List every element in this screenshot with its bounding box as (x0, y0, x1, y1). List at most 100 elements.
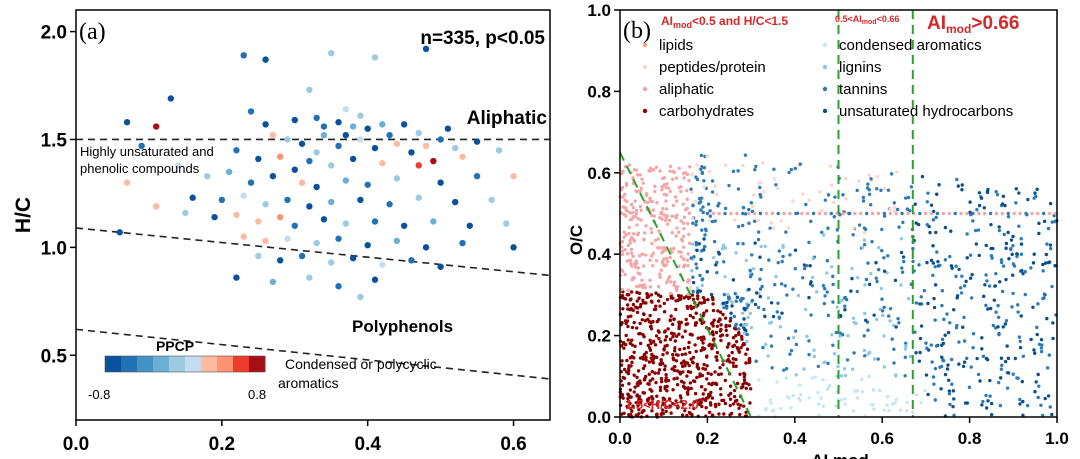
data-point (982, 211, 987, 216)
data-point (882, 269, 887, 273)
data-point (687, 241, 692, 245)
data-point (364, 125, 371, 132)
data-point (643, 364, 647, 368)
data-point (715, 260, 719, 265)
data-point (631, 176, 635, 180)
data-point (685, 361, 690, 365)
data-point (967, 385, 972, 390)
data-point (788, 211, 792, 216)
data-point (631, 254, 635, 259)
panel-b-y-axis-label: O/C (567, 225, 586, 255)
data-point (636, 383, 640, 388)
data-point (863, 227, 868, 232)
data-point (678, 372, 683, 376)
data-point (182, 209, 189, 217)
data-point (665, 260, 670, 264)
data-point (835, 305, 839, 309)
data-point (723, 401, 728, 406)
data-point (624, 208, 628, 212)
x-tick-label: 0.4 (783, 429, 807, 448)
data-point (276, 257, 284, 264)
data-point (784, 230, 788, 234)
data-point (872, 407, 876, 411)
data-point (690, 217, 695, 221)
data-point (713, 381, 717, 386)
data-point (708, 169, 712, 174)
data-point (831, 282, 835, 287)
data-point (677, 186, 682, 190)
data-point (723, 163, 728, 167)
data-point (645, 200, 650, 205)
data-point (335, 119, 342, 126)
data-point (823, 198, 828, 202)
data-point (969, 296, 974, 300)
data-point (639, 400, 643, 405)
data-point (630, 217, 634, 221)
data-point (320, 216, 328, 223)
data-point (666, 186, 671, 190)
data-point (801, 276, 805, 280)
y-tick-label: 0.8 (587, 82, 611, 101)
data-point (925, 260, 929, 265)
data-point (882, 211, 887, 216)
data-point (674, 299, 678, 303)
data-point (628, 388, 633, 392)
data-point (688, 295, 692, 300)
data-point (949, 229, 953, 233)
data-point (138, 142, 145, 150)
legend-marker (822, 86, 828, 92)
data-point (970, 272, 974, 277)
data-point (726, 342, 731, 346)
data-point (415, 129, 422, 137)
data-point (771, 226, 776, 230)
data-point (306, 203, 313, 210)
data-point (675, 376, 679, 380)
data-point (1019, 314, 1023, 318)
data-point (914, 301, 919, 305)
data-point (123, 119, 131, 126)
data-point (1009, 247, 1013, 252)
data-point (669, 247, 673, 251)
data-point (731, 169, 736, 174)
data-point (985, 357, 990, 362)
data-point (721, 243, 726, 248)
data-point (690, 293, 695, 297)
data-point (662, 397, 667, 402)
boundary-line (75, 227, 551, 277)
data-point (849, 289, 853, 293)
data-point (867, 192, 872, 196)
data-point (625, 259, 629, 263)
data-point (756, 237, 761, 242)
data-point (679, 250, 683, 254)
data-point (1050, 220, 1054, 224)
data-point (704, 355, 709, 359)
data-point (962, 360, 967, 364)
data-point (841, 333, 845, 337)
data-point (899, 283, 903, 287)
data-point (233, 211, 240, 219)
data-point (650, 352, 654, 357)
data-point (892, 361, 896, 365)
data-point (870, 240, 874, 244)
data-point (1041, 296, 1045, 301)
data-point (510, 244, 517, 251)
data-point (882, 365, 887, 369)
data-point (918, 350, 922, 355)
data-point (1048, 246, 1053, 251)
data-point (690, 190, 694, 194)
data-point (342, 106, 350, 113)
data-point (680, 335, 685, 339)
data-point (240, 52, 247, 59)
data-point (689, 187, 693, 191)
data-point (917, 359, 922, 363)
data-point (875, 279, 879, 284)
data-point (695, 248, 699, 253)
data-point (950, 382, 954, 386)
data-point (153, 203, 160, 210)
data-point (738, 403, 743, 407)
data-point (831, 343, 835, 347)
data-point (641, 301, 646, 305)
data-point (933, 318, 937, 322)
data-point (864, 277, 869, 282)
data-point (971, 219, 975, 223)
